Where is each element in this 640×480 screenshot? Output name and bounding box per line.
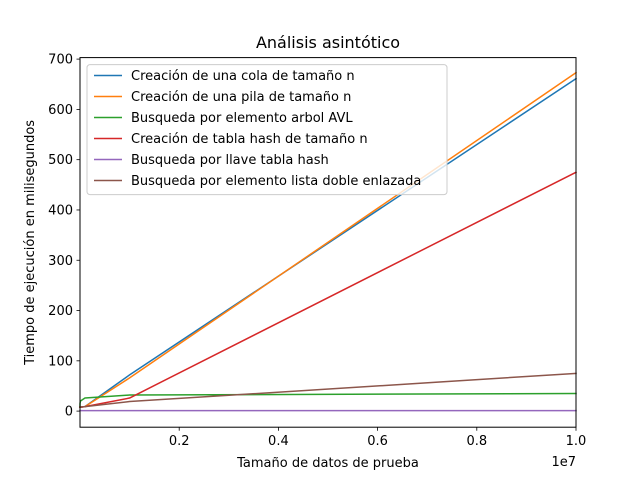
legend-label: Busqueda por elemento arbol AVL (131, 111, 353, 126)
x-tick-label: 0.8 (466, 434, 487, 449)
x-axis-ticks: 0.2 0.4 0.6 0.8 1.0 (169, 427, 586, 449)
plot-frame (79, 57, 577, 428)
x-tick-label: 1.0 (566, 434, 587, 449)
y-tick-label: 500 (48, 153, 73, 168)
legend: Creación de una cola de tamaño n Creación… (86, 64, 448, 196)
y-axis-label: Tiempo de ejecución en milisegundos (23, 120, 38, 366)
legend-box (86, 64, 448, 196)
legend-label: Busqueda por llave tabla hash (131, 153, 329, 168)
x-tick-label: 0.4 (268, 434, 289, 449)
y-tick-label: 0 (65, 405, 73, 420)
x-axis-label: Tamaño de datos de prueba (236, 456, 419, 471)
y-tick-label: 600 (48, 103, 73, 118)
x-axis-offset-label: 1e7 (551, 455, 576, 470)
y-axis-ticks: 0 100 200 300 400 500 600 700 (48, 53, 80, 420)
y-tick-label: 100 (48, 354, 73, 369)
legend-label: Creación de una cola de tamaño n (131, 69, 355, 84)
y-tick-label: 300 (48, 254, 73, 269)
legend-label: Creación de una pila de tamaño n (131, 90, 351, 105)
legend-label: Creación de tabla hash de tamaño n (131, 132, 368, 147)
x-tick-label: 0.2 (169, 434, 190, 449)
chart-title: Análisis asintótico (256, 33, 400, 52)
x-tick-label: 0.6 (367, 434, 388, 449)
y-tick-label: 400 (48, 203, 73, 218)
series-line-4 (79, 171, 578, 408)
series-line-6 (79, 372, 577, 408)
y-tick-label: 200 (48, 304, 73, 319)
y-tick-label: 700 (48, 53, 73, 68)
legend-label: Busqueda por elemento lista doble enlaza… (131, 174, 421, 189)
